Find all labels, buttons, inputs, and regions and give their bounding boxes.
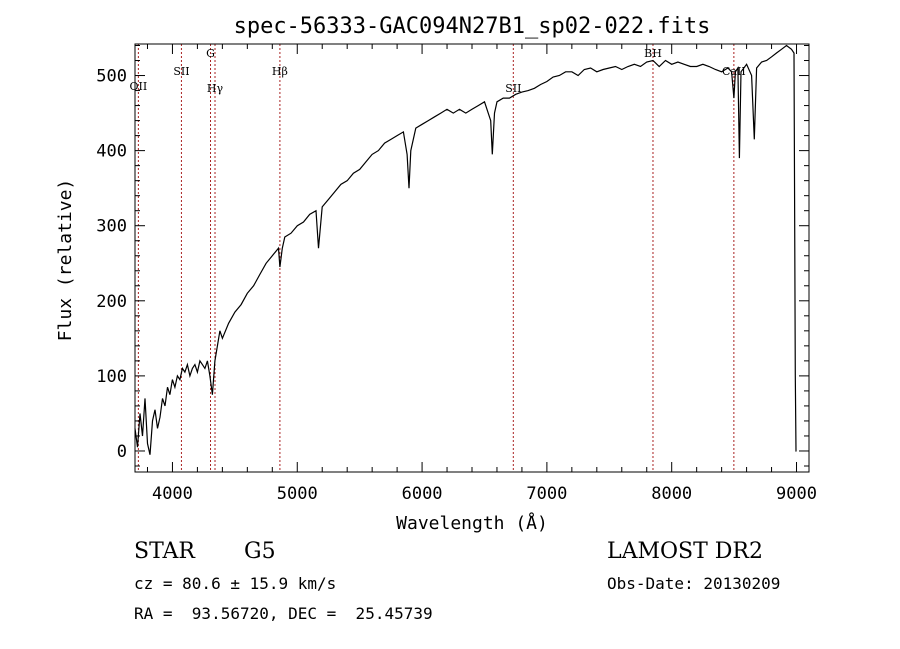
obs-date-text: Obs-Date: 20130209 — [607, 574, 781, 593]
x-tick-label: 8000 — [651, 484, 692, 504]
reference-line-labels: OII SII G Hγ Hβ SII BH CaII — [130, 47, 746, 95]
reference-label-hβ: Hβ — [272, 65, 288, 78]
chart-title: spec-56333-GAC094N27B1_sp02-022.fits — [234, 14, 711, 39]
x-tick-label: 6000 — [402, 484, 443, 504]
reference-label-sii: SII — [505, 82, 521, 95]
reference-label-oii: OII — [130, 80, 148, 93]
x-tick-label: 4000 — [152, 484, 193, 504]
reference-lines — [137, 44, 735, 472]
y-tick-label: 100 — [96, 367, 127, 387]
reference-label-sii: SII — [173, 65, 189, 78]
x-tick-label: 5000 — [277, 484, 318, 504]
y-tick-label: 500 — [96, 67, 127, 87]
redshift-text: cz = 80.6 ± 15.9 km/s — [134, 574, 337, 593]
spectrum-line — [134, 44, 797, 455]
survey-name: LAMOST DR2 — [607, 539, 763, 564]
object-subclass: G5 — [244, 539, 276, 564]
x-tick-label: 9000 — [776, 484, 817, 504]
x-axis-ticks: 4000 5000 6000 7000 8000 9000 — [146, 44, 817, 504]
reference-label-caii: CaII — [722, 65, 746, 78]
y-tick-label: 200 — [96, 292, 127, 312]
reference-label-g: G — [206, 47, 215, 60]
reference-label-bh: BH — [644, 47, 662, 60]
x-tick-label: 7000 — [526, 484, 567, 504]
y-tick-label: 400 — [96, 142, 127, 162]
coordinates-text: RA = 93.56720, DEC = 25.45739 — [134, 604, 433, 623]
y-axis-label: Flux (relative) — [55, 179, 76, 342]
y-axis-ticks: 0 100 200 300 400 500 — [96, 45, 809, 467]
plot-frame — [134, 43, 810, 473]
object-class: STAR — [134, 539, 195, 564]
y-tick-label: 300 — [96, 217, 127, 237]
y-tick-label: 0 — [117, 442, 127, 462]
reference-label-hγ: Hγ — [207, 82, 224, 95]
x-axis-label: Wavelength (Å) — [396, 512, 548, 534]
